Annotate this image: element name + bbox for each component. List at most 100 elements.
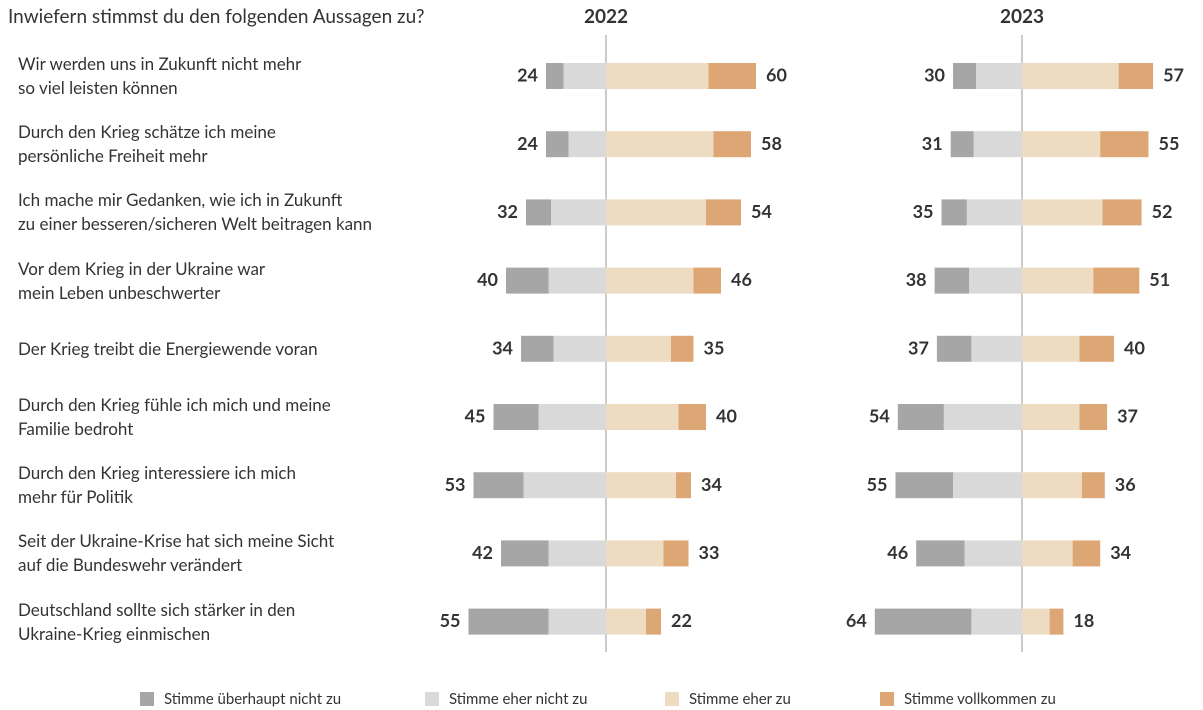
bar-segment <box>916 540 965 567</box>
agree-label: 40 <box>716 405 737 427</box>
legend-label: Stimme eher zu <box>689 690 791 708</box>
bar-segment <box>934 267 970 294</box>
bar-segment <box>526 199 551 226</box>
disagree-label: 40 <box>477 268 498 290</box>
bar-segment <box>468 608 549 635</box>
disagree-label: 30 <box>924 64 945 86</box>
bar-segment <box>473 472 524 499</box>
bar-segment <box>606 131 714 158</box>
legend-swatch <box>425 692 439 706</box>
disagree-label: 42 <box>472 541 493 563</box>
disagree-label: 45 <box>465 405 486 427</box>
disagree-label: 64 <box>846 609 867 631</box>
agree-label: 60 <box>766 64 787 86</box>
bar-segment <box>548 267 606 294</box>
bar-segment <box>953 63 976 89</box>
bar-segment <box>708 63 756 89</box>
category-label: Der Krieg treibt die Energiewende voran <box>18 337 318 359</box>
bar-segment <box>936 335 972 362</box>
bar-segment <box>501 540 549 567</box>
bar-segment <box>606 540 664 567</box>
disagree-label: 55 <box>867 473 888 495</box>
bar-segment <box>971 608 1022 635</box>
bar-segment <box>606 63 709 89</box>
bar-segment <box>1022 335 1080 362</box>
agree-label: 58 <box>761 132 782 154</box>
disagree-label: 54 <box>869 405 890 427</box>
bar-segment <box>546 63 564 89</box>
bar-segment <box>1093 267 1140 294</box>
disagree-label: 32 <box>497 200 518 222</box>
bar-segment <box>521 335 554 362</box>
disagree-label: 53 <box>445 473 466 495</box>
category-label: Vor dem Krieg in der Ukraine war mein Le… <box>18 257 266 303</box>
bar-segment <box>1022 472 1082 499</box>
bar-segment <box>671 335 694 362</box>
bar-segment <box>1022 131 1101 158</box>
bar-segment <box>553 335 606 362</box>
panel-title: 2022 <box>584 5 628 28</box>
bar-segment <box>606 267 694 294</box>
question: Inwiefern stimmst du den folgenden Aussa… <box>8 5 425 28</box>
disagree-label: 55 <box>440 609 461 631</box>
bar-segment <box>966 199 1022 226</box>
bar-segment <box>678 404 706 430</box>
bar-segment <box>646 608 661 635</box>
legend-label: Stimme eher nicht zu <box>449 690 587 708</box>
bar-segment <box>606 335 671 362</box>
bar-segment <box>1118 63 1154 89</box>
disagree-label: 46 <box>887 541 908 563</box>
agree-label: 35 <box>704 336 725 358</box>
bar-segment <box>663 540 689 567</box>
bar-segment <box>1100 131 1149 158</box>
bar-segment <box>1022 267 1094 294</box>
agree-label: 40 <box>1124 336 1145 358</box>
agree-label: 54 <box>751 200 772 222</box>
bar-segment <box>676 472 691 499</box>
bar-segment <box>943 404 1022 430</box>
bar-segment <box>1079 335 1114 362</box>
bar-segment <box>706 199 741 226</box>
category-label: Durch den Krieg interessiere ich mich me… <box>18 462 297 508</box>
bar-segment <box>606 199 706 226</box>
agree-label: 52 <box>1152 200 1173 222</box>
bar-segment <box>976 63 1022 89</box>
bar-segment <box>523 472 606 499</box>
legend-swatch <box>880 692 894 706</box>
disagree-label: 37 <box>908 336 929 358</box>
agree-label: 18 <box>1073 609 1094 631</box>
legend-label: Stimme vollkommen zu <box>904 690 1056 708</box>
panel-title: 2023 <box>1000 5 1044 28</box>
bar-segment <box>548 608 606 635</box>
bar-segment <box>964 540 1022 567</box>
bar-segment <box>1022 608 1050 635</box>
bar-segment <box>1022 404 1080 430</box>
bar-segment <box>606 472 676 499</box>
bar-segment <box>551 199 606 226</box>
agree-label: 51 <box>1149 268 1170 290</box>
bar-segment <box>538 404 606 430</box>
agree-label: 36 <box>1115 473 1136 495</box>
bar-segment <box>897 404 944 430</box>
bar-segment <box>874 608 972 635</box>
legend-swatch <box>665 692 679 706</box>
bar-segment <box>548 540 606 567</box>
bar-segment <box>1049 608 1064 635</box>
legend-label: Stimme überhaupt nicht zu <box>164 690 341 708</box>
disagree-label: 24 <box>517 64 538 86</box>
bar-segment <box>1022 540 1073 567</box>
bar-segment <box>1022 199 1103 226</box>
agree-label: 34 <box>1110 541 1131 563</box>
category-label: Durch den Krieg fühle ich mich und meine… <box>18 394 331 439</box>
agree-label: 22 <box>671 609 692 631</box>
bar-segment <box>606 404 679 430</box>
agree-label: 46 <box>731 268 752 290</box>
bar-segment <box>546 131 569 158</box>
disagree-label: 34 <box>492 336 513 358</box>
bar-segment <box>971 335 1022 362</box>
agree-label: 37 <box>1117 405 1138 427</box>
disagree-label: 35 <box>913 200 934 222</box>
legend-swatch <box>140 692 154 706</box>
